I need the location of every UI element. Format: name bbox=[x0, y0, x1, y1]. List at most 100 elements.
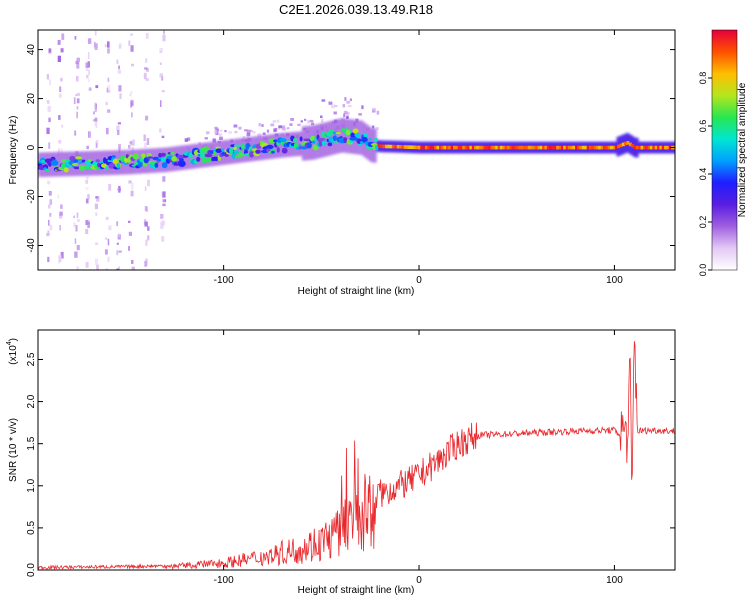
spectrogram-core-cell bbox=[429, 145, 433, 150]
snr-x-tick-label: -100 bbox=[214, 575, 234, 586]
spectrogram-core-cell bbox=[415, 145, 419, 150]
spectrogram-speckle-cell bbox=[219, 129, 223, 132]
spectrogram-speckle-cell bbox=[246, 133, 251, 137]
spectrogram-y-tick-label: 40 bbox=[26, 44, 37, 56]
spectrogram-streak-cell bbox=[144, 67, 148, 70]
spectrogram-streak-cell bbox=[116, 221, 119, 227]
spectrogram-core-cell bbox=[73, 159, 79, 163]
spectrogram-streak-cell bbox=[58, 140, 62, 144]
spectrogram-speckle-cell bbox=[266, 129, 270, 133]
spectrogram-core-cell bbox=[403, 145, 407, 149]
spectrogram-band-cell bbox=[57, 152, 61, 177]
snr-background bbox=[38, 330, 675, 570]
spectrogram-core-cell bbox=[567, 145, 571, 150]
spectrogram-core-cell bbox=[492, 145, 496, 150]
spectrogram-core-cell bbox=[621, 142, 625, 147]
spectrogram-streak-cell bbox=[130, 100, 134, 106]
spectrogram-streak-cell bbox=[104, 249, 108, 255]
spectrogram-core-cell bbox=[558, 145, 562, 150]
spectrogram-streak-cell bbox=[87, 38, 92, 44]
spectrogram-streak-cell bbox=[60, 148, 63, 155]
spectrogram-core-cell bbox=[233, 146, 237, 151]
spectrogram-streak-cell bbox=[58, 115, 61, 120]
spectrogram-streak-cell bbox=[162, 198, 165, 203]
spectrogram-core-cell bbox=[417, 145, 421, 150]
colorbar-tick-label: 0.0 bbox=[698, 264, 708, 277]
spectrogram-core-cell bbox=[664, 145, 667, 150]
spectrogram-core-cell bbox=[306, 142, 312, 149]
spectrogram-core-cell bbox=[560, 145, 564, 150]
spectrogram-speckle-cell bbox=[343, 110, 348, 115]
spectrogram-streak-cell bbox=[46, 233, 50, 237]
spectrogram-speckle-cell bbox=[244, 129, 248, 132]
spectrogram-core-cell bbox=[408, 145, 412, 149]
spectrogram-streak-cell bbox=[128, 40, 131, 46]
spectrogram-core-cell bbox=[200, 152, 205, 159]
spectrogram-core-cell bbox=[633, 145, 637, 150]
spectrogram-core-cell bbox=[647, 145, 651, 150]
spectrogram-streak-cell bbox=[49, 224, 53, 231]
snr-y-tick-label: 2.5 bbox=[26, 352, 37, 366]
spectrogram-core-cell bbox=[612, 145, 616, 150]
spectrogram-streak-cell bbox=[88, 52, 90, 59]
spectrogram-streak-cell bbox=[94, 102, 97, 110]
spectrogram-streak-cell bbox=[85, 228, 89, 235]
spectrogram-core-cell bbox=[624, 141, 628, 146]
spectrogram-core-cell bbox=[434, 145, 438, 150]
spectrogram-streak-cell bbox=[59, 225, 62, 231]
spectrogram-core-cell bbox=[215, 148, 223, 153]
spectrogram-streak-cell bbox=[130, 91, 133, 94]
spectrogram-streak-cell bbox=[61, 33, 65, 40]
spectrogram-streak-cell bbox=[160, 48, 163, 52]
spectrogram-core-cell bbox=[72, 162, 78, 167]
spectrogram-core-cell bbox=[424, 145, 428, 150]
spectrogram-streak-cell bbox=[107, 41, 110, 48]
spectrogram-core-cell bbox=[401, 145, 405, 149]
spectrogram-core-cell bbox=[335, 131, 341, 135]
spectrogram-core-cell bbox=[268, 138, 276, 144]
snr-panel: -100 0 100 0.0 0.5 1.0 1.5 2.0 2.5 Height of st… bbox=[6, 329, 676, 596]
spectrogram-streak-cell bbox=[108, 184, 112, 191]
spectrogram-speckle-cell bbox=[214, 130, 217, 134]
spectrogram-speckle-cell bbox=[290, 118, 294, 121]
spectrogram-streak-cell bbox=[61, 124, 64, 128]
spectrogram-core-cell bbox=[204, 153, 213, 158]
spectrogram-core-cell bbox=[666, 145, 670, 150]
spectrogram-band-cell bbox=[118, 150, 121, 175]
spectrogram-speckle-cell bbox=[262, 132, 266, 135]
spectrogram-speckle-cell bbox=[334, 105, 338, 108]
spectrogram-core-cell bbox=[617, 144, 621, 149]
spectrogram-band-cell bbox=[82, 151, 86, 176]
spectrogram-band-cell bbox=[272, 134, 276, 159]
spectrogram-streak-cell bbox=[95, 196, 99, 199]
spectrogram-streak-cell bbox=[88, 87, 92, 91]
spectrogram-streak-cell bbox=[74, 251, 78, 258]
spectrogram-streak-cell bbox=[94, 43, 98, 50]
spectrogram-streak-cell bbox=[60, 48, 64, 53]
spectrogram-streak-cell bbox=[128, 220, 131, 223]
spectrogram-band-cell bbox=[129, 149, 133, 175]
spectrogram-band-cell bbox=[297, 131, 301, 157]
spectrogram-core-cell bbox=[532, 145, 536, 150]
spectrogram-x-tick-label: 100 bbox=[606, 275, 623, 286]
spectrogram-band-cell bbox=[41, 152, 45, 177]
spectrogram-x-tick-label: 0 bbox=[416, 275, 422, 286]
spectrogram-speckle-cell bbox=[276, 119, 280, 123]
spectrogram-core-cell bbox=[485, 145, 489, 150]
spectrogram-streak-cell bbox=[116, 242, 119, 245]
spectrogram-streak-cell bbox=[73, 215, 75, 219]
spectrogram-core-cell bbox=[607, 145, 611, 150]
spectrogram-y-tick-label: -40 bbox=[26, 238, 37, 253]
spectrogram-speckle-cell bbox=[321, 119, 324, 123]
spectrogram-core-cell bbox=[279, 138, 287, 143]
spectrogram-speckle-cell bbox=[270, 123, 275, 127]
spectrogram-core-cell bbox=[265, 144, 274, 150]
spectrogram-core-cell bbox=[610, 145, 613, 150]
spectrogram-core-cell bbox=[361, 136, 368, 143]
spectrogram-core-cell bbox=[556, 145, 560, 150]
spectrogram-streak-cell bbox=[128, 246, 130, 251]
spectrogram-scatter bbox=[46, 30, 380, 270]
spectrogram-core-cell bbox=[516, 145, 520, 150]
spectrogram-core-cell bbox=[271, 150, 275, 154]
